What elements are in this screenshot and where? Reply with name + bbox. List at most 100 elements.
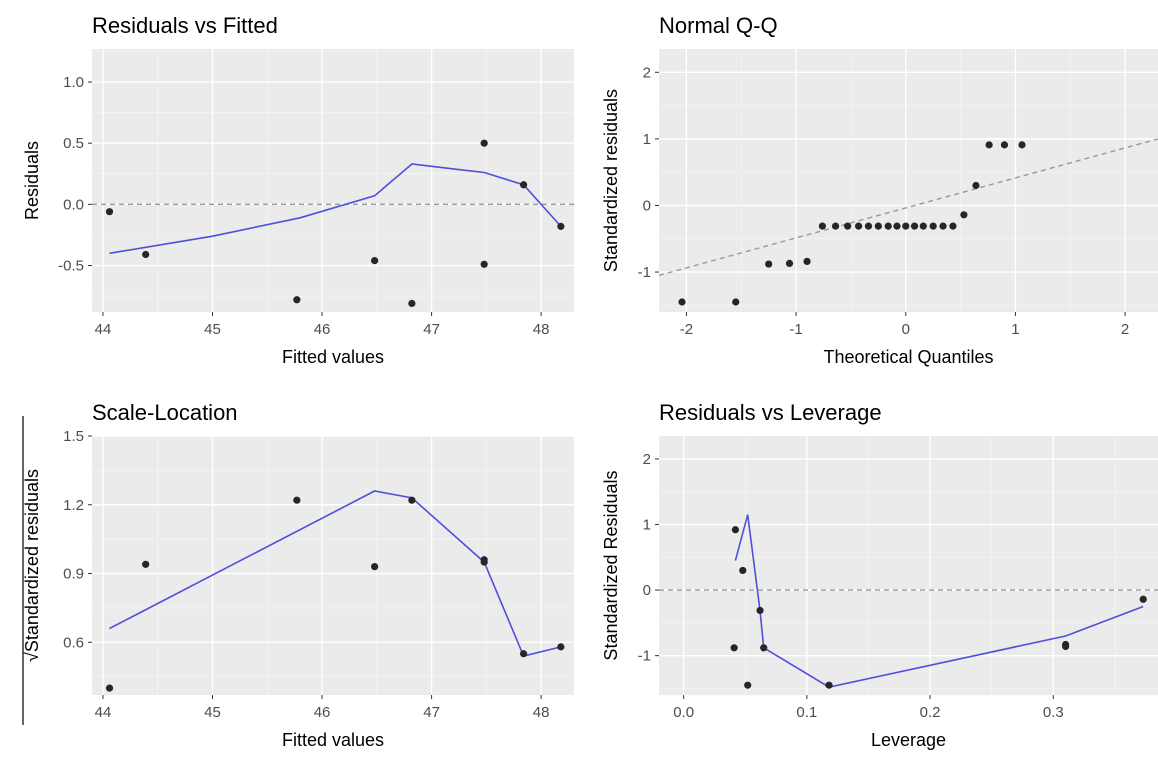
y-tick-label: 1.5 (63, 428, 84, 445)
x-tick-label: 47 (423, 704, 440, 721)
data-point (893, 222, 901, 230)
data-point (371, 563, 379, 571)
panel-title: Residuals vs Leverage (659, 400, 882, 425)
plot-background (92, 49, 574, 312)
data-point (910, 222, 919, 230)
data-point (739, 566, 747, 575)
data-point (929, 222, 937, 230)
data-point (902, 222, 910, 230)
x-tick-label: 47 (423, 321, 440, 338)
x-tick-label: 0.1 (796, 704, 817, 721)
y-tick-label: 2 (643, 451, 651, 468)
x-tick-label: 0.3 (1043, 704, 1064, 721)
data-point (949, 222, 957, 230)
y-tick-label: 0.9 (63, 566, 84, 583)
data-point (884, 222, 892, 230)
y-tick-label: 0 (643, 197, 651, 214)
x-tick-label: 45 (204, 321, 221, 338)
data-point (142, 560, 150, 568)
x-axis-label: Theoretical Quantiles (823, 347, 993, 367)
data-point (557, 643, 565, 651)
data-point (408, 299, 416, 308)
data-point (855, 222, 863, 230)
y-tick-label: 0.6 (63, 634, 84, 651)
data-point (678, 298, 686, 306)
data-point (756, 606, 764, 615)
x-tick-label: 48 (533, 321, 550, 338)
panel-title: Residuals vs Fitted (92, 13, 278, 38)
residuals-vs-fitted-panel: Residuals vs Fitted 44 45 46 47 48 -0.5 0.0 0.5 1… (22, 13, 574, 367)
y-axis-label: Residuals (22, 141, 42, 220)
panel-title: Normal Q-Q (659, 13, 778, 38)
y-tick-label: -1 (638, 648, 651, 665)
x-tick-label: 2 (1121, 321, 1129, 338)
smooth-line (109, 490, 562, 657)
y-tick-label: -1 (638, 264, 651, 281)
data-point (825, 681, 833, 689)
y-tick-label: -0.5 (58, 258, 84, 275)
data-point (939, 222, 947, 230)
data-point (803, 257, 811, 265)
data-point (1018, 141, 1026, 149)
y-axis-label: √Standardized residuals (22, 469, 42, 662)
data-point (972, 181, 980, 190)
data-point (864, 222, 873, 230)
data-point (919, 222, 927, 230)
y-tick-label: 0.0 (63, 196, 84, 213)
scale-location-panel: Scale-Location 44 45 46 47 48 0.6 0.9 1.2 1.5 Fitt… (22, 400, 574, 750)
data-point (874, 222, 882, 230)
x-tick-label: 48 (533, 704, 550, 721)
data-point (142, 250, 150, 259)
data-point (520, 181, 528, 189)
data-point (831, 222, 840, 230)
data-point (408, 496, 416, 504)
x-tick-label: -1 (789, 321, 802, 338)
plot-background (92, 436, 574, 695)
x-tick-label: 44 (95, 704, 112, 721)
data-point (293, 296, 301, 304)
data-point (760, 644, 768, 652)
data-point (1061, 642, 1070, 651)
x-tick-label: 45 (204, 704, 221, 721)
data-point (105, 208, 114, 216)
smooth-line (109, 163, 562, 255)
panel-title: Scale-Location (92, 400, 238, 425)
y-axis-label: Standardized Residuals (601, 470, 621, 660)
x-tick-label: 0.0 (673, 704, 694, 721)
data-point (985, 141, 993, 149)
y-axis-label: Standardized residuals (601, 89, 621, 272)
y-tick-label: 0.5 (63, 135, 84, 152)
data-point (765, 260, 773, 268)
data-point (818, 222, 827, 230)
x-axis-label: Fitted values (282, 730, 384, 750)
plot-background (659, 436, 1158, 695)
data-point (844, 222, 852, 230)
data-point (960, 211, 968, 219)
data-point (730, 644, 738, 652)
x-tick-label: -2 (680, 321, 693, 338)
x-tick-label: 0 (902, 321, 910, 338)
data-point (105, 684, 114, 692)
normal-qq-panel: Normal Q-Q -2 -1 0 1 2 -1 0 1 2 Theoretical Quanti… (601, 13, 1158, 367)
x-tick-label: 1 (1011, 321, 1019, 338)
x-tick-label: 44 (95, 321, 112, 338)
data-point (732, 298, 740, 306)
data-point (744, 681, 752, 689)
plot-background (659, 49, 1158, 312)
data-point (480, 260, 488, 268)
data-point (480, 558, 488, 566)
data-point (731, 526, 739, 534)
data-point (293, 496, 301, 504)
x-tick-label: 0.2 (920, 704, 941, 721)
x-axis-label: Leverage (871, 730, 946, 750)
x-axis-label: Fitted values (282, 347, 384, 367)
y-tick-label: 2 (643, 64, 651, 81)
data-point (1139, 595, 1147, 603)
data-point (785, 259, 794, 267)
y-tick-label: 1.2 (63, 497, 84, 514)
data-point (480, 139, 488, 147)
y-tick-label: 1 (643, 517, 651, 534)
x-tick-label: 46 (314, 704, 331, 721)
x-tick-label: 46 (314, 321, 331, 338)
